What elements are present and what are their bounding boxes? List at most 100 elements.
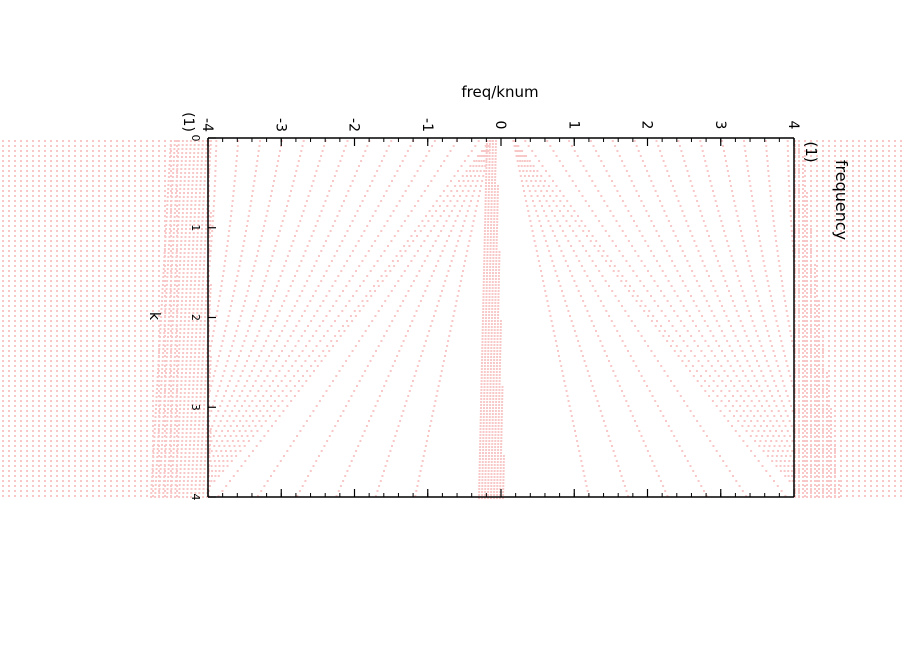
scatter-point [191, 184, 194, 186]
scatter-point [802, 412, 804, 414]
scatter-point [56, 495, 58, 497]
scatter-point [134, 325, 136, 327]
scatter-point [152, 205, 154, 207]
scatter-point [176, 220, 178, 222]
scatter-point [116, 230, 118, 232]
scatter-point [56, 220, 58, 222]
scatter-point [86, 435, 88, 437]
scatter-point [2, 250, 4, 252]
scatter-point [86, 235, 88, 237]
scatter-point [20, 310, 22, 312]
scatter-point [110, 285, 112, 287]
scatter-point [68, 380, 70, 382]
scatter-point [175, 248, 178, 250]
scatter-point [828, 470, 830, 472]
scatter-point [804, 415, 806, 417]
scatter-point [894, 490, 896, 492]
scatter-point [173, 140, 176, 142]
scatter-point [80, 310, 82, 312]
scatter-point [816, 475, 818, 477]
scatter-point [74, 340, 76, 342]
scatter-point [110, 245, 112, 247]
scatter-point [165, 212, 168, 214]
scatter-point [140, 195, 142, 197]
scatter-point [816, 355, 818, 357]
scatter-point [170, 150, 172, 152]
scatter-point [80, 150, 82, 152]
scatter-point [14, 235, 16, 237]
scatter-point [8, 375, 10, 377]
scatter-point [176, 425, 178, 427]
scatter-point [104, 305, 106, 307]
scatter-point [26, 465, 28, 467]
scatter-point [164, 250, 166, 252]
scatter-point [86, 305, 88, 307]
scatter-point [173, 444, 175, 446]
scatter-point [92, 315, 94, 317]
scatter-point [882, 385, 884, 387]
scatter-point [50, 320, 52, 322]
scatter-point [826, 384, 828, 386]
scatter-point [2, 150, 4, 152]
scatter-point [50, 145, 52, 147]
scatter-point [846, 470, 848, 472]
scatter-point [814, 452, 816, 454]
scatter-point [822, 170, 824, 172]
scatter-point [26, 235, 28, 237]
scatter-point [828, 320, 830, 322]
scatter-point [798, 280, 800, 282]
scatter-point [894, 180, 896, 182]
scatter-point [92, 395, 94, 397]
scatter-point [14, 335, 16, 337]
scatter-point [810, 300, 812, 302]
scatter-point [168, 384, 171, 386]
scatter-point [828, 305, 830, 307]
scatter-point [192, 388, 195, 390]
scatter-point [104, 385, 106, 387]
scatter-point [92, 480, 94, 482]
scatter-point [178, 344, 181, 346]
scatter-point [140, 485, 142, 487]
scatter-point [134, 260, 136, 262]
scatter-point [828, 385, 830, 387]
scatter-point [818, 352, 820, 354]
scatter-point [38, 285, 40, 287]
scatter-point [80, 485, 82, 487]
scatter-point [804, 180, 806, 182]
scatter-point [176, 160, 179, 162]
scatter-point [794, 272, 796, 274]
scatter-point [804, 265, 806, 267]
scatter-point [184, 456, 187, 458]
scatter-point [74, 370, 76, 372]
scatter-point [188, 452, 191, 454]
scatter-point [798, 148, 800, 150]
scatter-point [128, 365, 130, 367]
scatter-point [110, 325, 112, 327]
scatter-point [814, 448, 816, 450]
scatter-point [798, 356, 800, 358]
scatter-point [828, 450, 830, 452]
scatter-point [806, 288, 808, 290]
scatter-point [164, 236, 167, 238]
scatter-point [122, 300, 124, 302]
scatter-point [165, 224, 168, 226]
scatter-point [178, 340, 181, 342]
scatter-point [858, 375, 860, 377]
scatter-point [193, 152, 196, 154]
scatter-point [128, 465, 130, 467]
scatter-point [810, 160, 812, 162]
scatter-point [38, 375, 40, 377]
scatter-point [80, 280, 82, 282]
scatter-point [80, 165, 82, 167]
scatter-point [191, 336, 193, 338]
scatter-point [814, 404, 816, 406]
scatter-point [68, 275, 70, 277]
scatter-point [180, 384, 183, 386]
scatter-point [194, 424, 197, 426]
scatter-point [80, 145, 82, 147]
scatter-point [169, 156, 171, 158]
scatter-point [134, 305, 136, 307]
scatter-point [816, 270, 818, 272]
scatter-point [20, 190, 22, 192]
scatter-point [134, 335, 136, 337]
